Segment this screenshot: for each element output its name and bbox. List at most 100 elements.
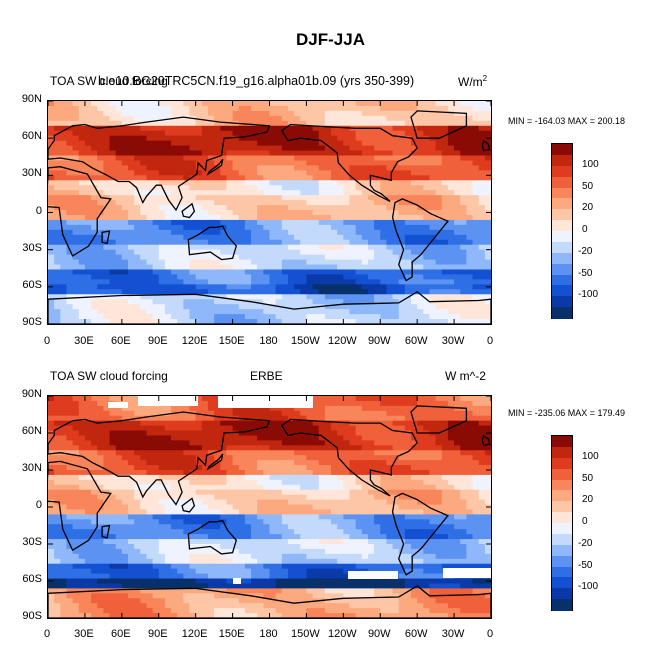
coastline-path — [48, 166, 112, 257]
axis-ticks — [48, 396, 491, 618]
panel1-stats: MIN = -164.03 MAX = 200.18 — [508, 116, 626, 126]
lat-tick-label: 90S — [22, 610, 42, 622]
lat-tick-label: 60S — [22, 573, 42, 585]
lon-tick-label: 180 — [259, 628, 278, 640]
coastline-path — [181, 497, 196, 513]
panel2-left-title: TOA SW cloud forcing — [50, 369, 168, 383]
colorbar-swatch — [552, 599, 572, 611]
lon-tick-label: 150E — [218, 628, 245, 640]
coastline-path — [181, 202, 196, 219]
lon-tick-label: 120W — [327, 335, 357, 347]
colorbar-label: 20 — [582, 202, 594, 214]
panel2-colorbar-labels: 100 50 20 0 -20 -50 -100 — [578, 435, 622, 609]
coastline-path — [410, 110, 468, 139]
lon-tick-label: 60E — [111, 335, 131, 347]
lat-tick-label: 30N — [21, 167, 42, 180]
colorbar-swatch — [552, 231, 572, 243]
lat-tick-label: 30S — [22, 536, 42, 548]
coastline-path — [410, 405, 468, 434]
panel1-lat-labels: 90N 60N 30N 0 30S 60S 90S — [8, 93, 42, 328]
colorbar-swatch — [552, 468, 572, 480]
coastline-path — [206, 453, 224, 471]
colorbar-label: -100 — [578, 289, 599, 301]
colorbar-swatch — [552, 523, 572, 535]
coastline-path — [280, 123, 418, 202]
colorbar-swatch — [552, 533, 572, 546]
coastline-path — [206, 158, 224, 176]
lon-tick-label: 150W — [291, 628, 320, 640]
lat-tick-label: 60N — [21, 130, 42, 143]
colorbar-label: 0 — [582, 224, 588, 235]
coastline-path — [101, 230, 111, 245]
lat-tick-label: 30S — [22, 241, 42, 254]
colorbar-swatch — [552, 446, 572, 459]
coastlines — [48, 110, 491, 324]
lon-tick-label: 60W — [404, 628, 428, 640]
colorbar-label: -20 — [578, 537, 593, 549]
coastline-path — [280, 418, 418, 497]
lon-tick-label: 90W — [367, 628, 391, 640]
colorbar-swatch — [552, 588, 572, 600]
colorbar-swatch — [552, 209, 572, 221]
lat-tick-label: 0 — [35, 204, 42, 217]
panel1-colorbar — [551, 143, 573, 319]
colorbar-label: 100 — [582, 450, 599, 462]
colorbar-swatch — [552, 555, 572, 567]
coastline-path — [48, 291, 491, 324]
colorbar-swatch — [552, 436, 572, 448]
panel1-lon-labels: 0 30E 60E 90E 120E 150E 180 150W 120W 90W 60W 30W 0 — [44, 335, 494, 349]
lon-tick-label: 120E — [181, 628, 208, 640]
lon-tick-label: 150E — [218, 335, 245, 347]
page-title: DJF-JJA — [296, 30, 365, 49]
colorbar-swatch — [552, 457, 572, 470]
coastline-path — [391, 198, 449, 282]
coastline-path — [481, 139, 491, 152]
panel2-stats: MIN = -235.06 MAX = 179.49 — [508, 408, 626, 418]
lon-tick-label: 30W — [441, 628, 465, 640]
coastlines — [48, 405, 491, 618]
colorbar-label: -100 — [578, 581, 599, 593]
colorbar-swatch — [552, 274, 572, 286]
colorbar-swatch — [552, 263, 572, 275]
panel2-lat-labels: 90N 60N 30N 0 30S 60S 90S — [8, 388, 42, 622]
colorbar-label: 50 — [582, 472, 594, 484]
lat-tick-label: 60S — [22, 278, 42, 291]
field-fill — [48, 101, 491, 324]
coastline-path — [101, 524, 111, 539]
panel1-left-title: TOA SW cloud forcing — [50, 74, 168, 88]
lon-tick-label: 90W — [367, 335, 391, 347]
colorbar-swatch — [552, 198, 572, 210]
coastline-path — [481, 434, 491, 447]
lon-tick-label: 60W — [404, 335, 428, 347]
lat-tick-label: 90S — [22, 316, 42, 328]
colorbar-swatch — [552, 165, 572, 178]
lon-tick-label: 30E — [74, 628, 94, 640]
lon-tick-label: 90E — [147, 628, 168, 640]
lon-tick-label: 0 — [486, 628, 494, 640]
panel2-colorbar — [551, 435, 573, 611]
panel1-units: W/m2 — [458, 74, 488, 89]
lon-tick-label: 150W — [291, 335, 320, 347]
colorbar-swatch — [552, 285, 572, 297]
colorbar-swatch — [552, 490, 572, 502]
colorbar-swatch — [552, 577, 572, 589]
panel2-map — [47, 395, 492, 619]
coastline-path — [187, 519, 238, 555]
lon-tick-label: 0 — [43, 628, 51, 640]
colorbar-swatch — [552, 144, 572, 156]
lon-tick-label: 120W — [327, 628, 357, 640]
coastline-path — [48, 116, 271, 212]
colorbar-swatch — [552, 512, 572, 524]
lon-tick-label: 30E — [74, 335, 94, 347]
panel1-center-title: b.e10.BG20TRC5CN.f19_g16.alpha01b.09 (yr… — [98, 74, 415, 88]
colorbar-label: 50 — [582, 180, 594, 192]
colorbar-label: -20 — [578, 245, 593, 257]
colorbar-label: -50 — [578, 267, 593, 279]
coastline-path — [48, 460, 112, 552]
lat-tick-label: 90N — [21, 93, 42, 105]
colorbar-swatch — [552, 252, 572, 265]
panel1-colorbar-labels: 100 50 20 0 -20 -50 -100 — [578, 143, 622, 317]
lon-tick-label: 0 — [486, 335, 494, 347]
colorbar-label: 20 — [582, 494, 594, 506]
lon-tick-label: 90E — [147, 335, 168, 347]
